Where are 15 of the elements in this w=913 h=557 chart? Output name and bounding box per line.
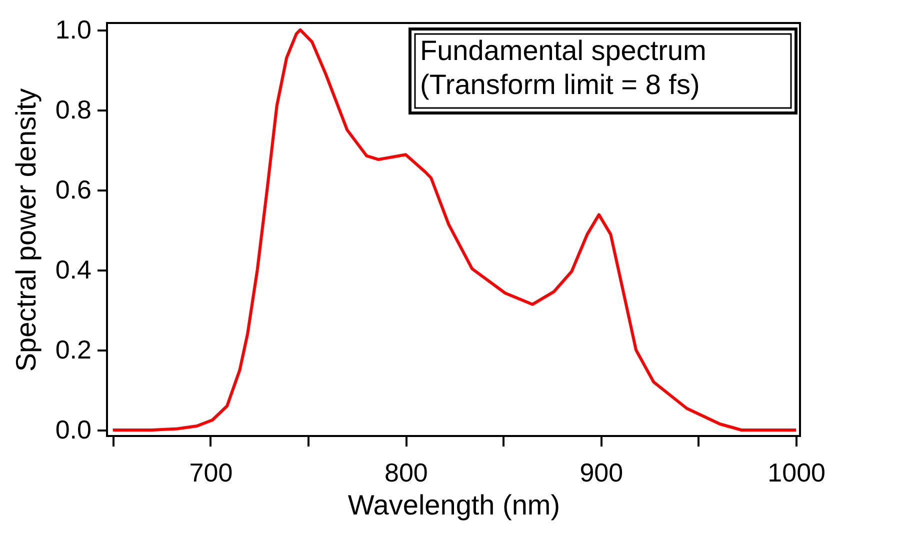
x-tick-label: 800 <box>384 458 428 488</box>
x-tick-label: 1000 <box>768 458 826 488</box>
y-tick-label: 0.2 <box>55 334 92 364</box>
y-axis-title: Spectral power density <box>10 88 42 372</box>
x-axis-title: Wavelength (nm) <box>348 490 560 520</box>
y-tick-label: 0.4 <box>55 254 92 284</box>
y-tick-label: 0.0 <box>55 414 92 444</box>
y-tick-label: 0.6 <box>55 174 92 204</box>
annotation: Fundamental spectrum <box>420 35 706 66</box>
y-tick-label: 0.8 <box>55 94 92 124</box>
x-tick-label: 700 <box>189 458 233 488</box>
line-series <box>111 28 798 432</box>
x-tick-label: 900 <box>580 458 624 488</box>
annotation: (Transform limit = 8 fs) <box>420 69 700 100</box>
y-tick-label: 1.0 <box>55 14 92 44</box>
